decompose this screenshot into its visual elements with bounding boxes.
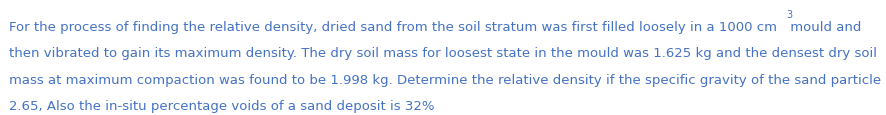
Text: For the process of finding the relative density, dried sand from the soil stratu: For the process of finding the relative … [9, 20, 777, 33]
Text: 2.65, Also the in-situ percentage voids of a sand deposit is 32%: 2.65, Also the in-situ percentage voids … [9, 100, 434, 112]
Text: then vibrated to gain its maximum density. The dry soil mass for loosest state i: then vibrated to gain its maximum densit… [9, 47, 876, 60]
Text: mould and: mould and [786, 20, 861, 33]
Text: mass at maximum compaction was found to be 1.998 kg. Determine the relative dens: mass at maximum compaction was found to … [9, 73, 886, 86]
Text: 3: 3 [786, 10, 792, 20]
